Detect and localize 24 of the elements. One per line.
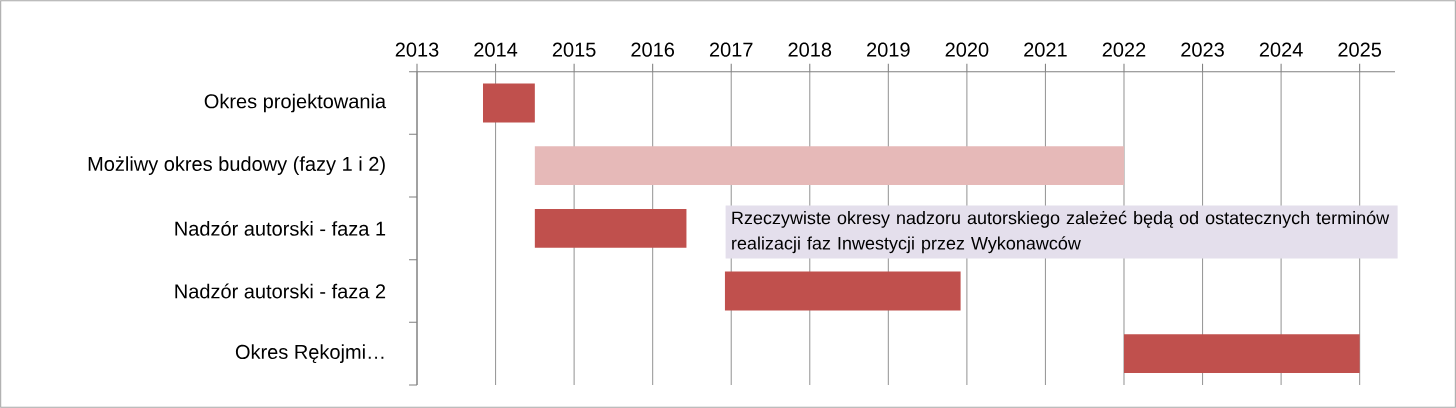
y-tick-label: Nadzór autorski - faza 1 <box>175 220 386 236</box>
x-tick-label: 2024 <box>1259 42 1303 57</box>
x-tick-label: 2020 <box>945 42 989 57</box>
bar <box>1123 334 1360 374</box>
x-tick-label: 2018 <box>788 42 832 57</box>
bar <box>482 83 535 123</box>
y-tick-label: Możliwy okres budowy (fazy 1 i 2) <box>88 156 385 175</box>
x-tick-label: 2017 <box>709 42 753 57</box>
annotation: Rzeczywiste okresy nadzoru autorskiego zależeć będą od ostatecznych terminów realizacji faz Inwestycji przez Wykonawców <box>732 210 1390 254</box>
x-tick-label: 2019 <box>867 42 910 57</box>
bar <box>724 271 961 311</box>
bar <box>534 208 687 248</box>
y-tick-label: Okres projektowania <box>204 93 387 113</box>
x-tick-label: 2022 <box>1102 42 1146 57</box>
x-tick-label: 2023 <box>1181 42 1224 57</box>
x-tick-label: 2014 <box>474 42 518 57</box>
y-tick-label: Okres Rękojmi… <box>235 344 384 363</box>
bar <box>534 146 1124 186</box>
y-tick-label: Nadzór autorski - faza 2 <box>175 283 386 299</box>
x-tick-label: 2013 <box>395 42 439 57</box>
x-tick-label: 2016 <box>631 42 675 57</box>
x-tick-label: 2021 <box>1024 42 1067 57</box>
x-tick-label: 2015 <box>552 42 596 57</box>
x-tick-label: 2025 <box>1338 42 1382 57</box>
